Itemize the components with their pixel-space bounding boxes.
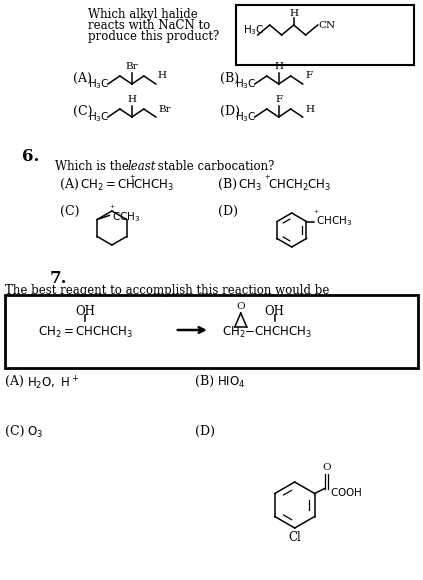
Text: F: F [275,95,282,104]
Text: $^+$: $^+$ [128,175,136,184]
Text: $\mathrm{CHCH_2CH_3}$: $\mathrm{CHCH_2CH_3}$ [268,178,331,193]
Text: (D): (D) [218,205,238,218]
Text: O: O [322,463,331,473]
Text: (D): (D) [195,425,215,438]
Text: reacts with NaCN to: reacts with NaCN to [88,19,210,32]
Text: 7.: 7. [50,270,67,287]
Text: $^+$: $^+$ [263,175,271,184]
Text: $\mathrm{CHCH_3}$: $\mathrm{CHCH_3}$ [316,215,353,229]
Text: (D): (D) [220,105,240,118]
Text: $\mathrm{H_2O,\ H^+}$: $\mathrm{H_2O,\ H^+}$ [27,375,79,393]
Text: $\mathrm{H_3C}$: $\mathrm{H_3C}$ [235,110,256,124]
Text: $^+$: $^+$ [108,204,116,212]
Text: (B): (B) [220,72,239,85]
Text: H: H [127,95,136,104]
Text: $\mathrm{H_3C}$: $\mathrm{H_3C}$ [243,23,264,37]
Text: OH: OH [265,305,285,318]
Text: $\mathrm{COOH}$: $\mathrm{COOH}$ [330,485,362,498]
Text: (A): (A) [73,72,92,85]
Text: Br: Br [159,104,171,114]
Text: (B): (B) [195,375,214,388]
Text: H: H [274,62,283,71]
Text: OH: OH [75,305,95,318]
Text: stable carbocation?: stable carbocation? [154,160,274,173]
Text: The best reagent to accomplish this reaction would be: The best reagent to accomplish this reac… [5,284,330,297]
Text: produce this product?: produce this product? [88,30,219,43]
Text: Br: Br [126,62,138,71]
Text: $\mathrm{H_3C}$: $\mathrm{H_3C}$ [88,110,110,124]
Text: Cl: Cl [288,531,301,544]
Text: $\mathrm{CH_2{=}CHCHCH_3}$: $\mathrm{CH_2{=}CHCHCH_3}$ [38,325,133,340]
Text: O: O [236,302,245,311]
Text: (A): (A) [60,178,79,191]
Text: (C): (C) [5,425,25,438]
Text: (A): (A) [5,375,24,388]
Text: (C): (C) [60,205,80,218]
Text: (C): (C) [73,105,93,118]
Text: $\mathrm{CH_3}$: $\mathrm{CH_3}$ [238,178,261,193]
Text: Which is the: Which is the [55,160,132,173]
Text: $\mathrm{H_3C}$: $\mathrm{H_3C}$ [235,77,256,91]
Text: 6.: 6. [22,148,39,165]
Text: $\mathrm{CHCH_3}$: $\mathrm{CHCH_3}$ [133,178,173,193]
Text: $\mathrm{HIO_4}$: $\mathrm{HIO_4}$ [217,375,245,390]
Text: H: H [306,104,315,114]
Text: $\mathrm{CH_3}$: $\mathrm{CH_3}$ [119,211,140,224]
Text: $\mathrm{H_3C}$: $\mathrm{H_3C}$ [88,77,110,91]
Text: $\mathrm{CH_2{=}CH}$: $\mathrm{CH_2{=}CH}$ [80,178,135,193]
Text: Which alkyl halide: Which alkyl halide [88,8,198,21]
Text: H: H [289,9,298,17]
Text: $\mathrm{CH_2{-}CHCHCH_3}$: $\mathrm{CH_2{-}CHCHCH_3}$ [222,325,312,340]
Text: $\mathrm{O_3}$: $\mathrm{O_3}$ [27,425,43,440]
Text: CN: CN [319,20,336,30]
Text: $^+$: $^+$ [313,208,320,218]
Bar [236,5,414,65]
Bar [5,295,418,368]
Text: $\mathrm{C}$: $\mathrm{C}$ [112,211,121,223]
Text: H: H [158,71,167,81]
Text: F: F [306,71,313,81]
Text: (B): (B) [218,178,237,191]
Text: least: least [128,160,157,173]
